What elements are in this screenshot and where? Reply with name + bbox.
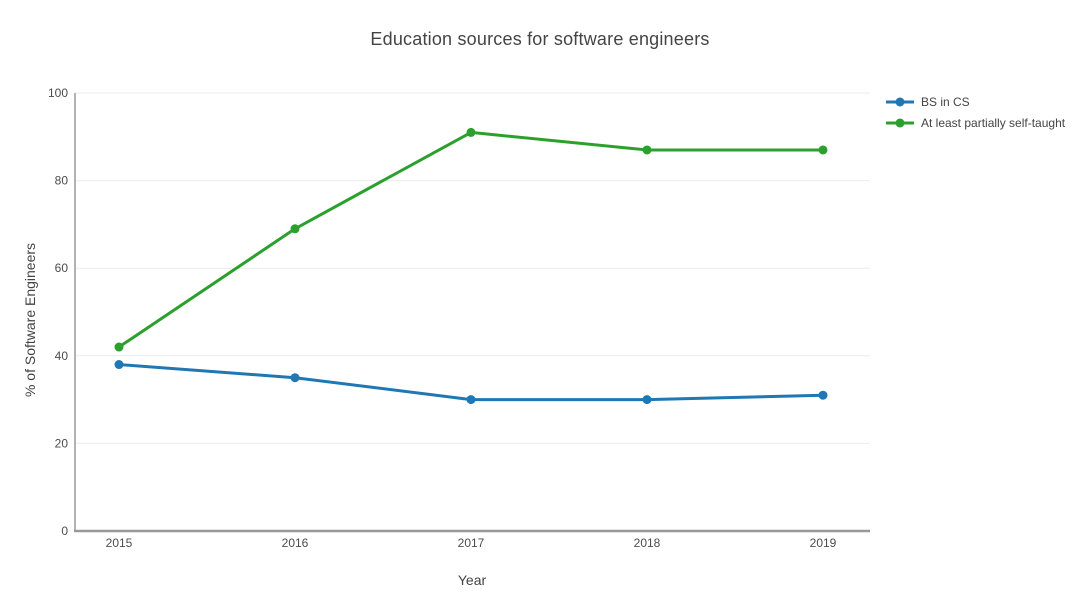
x-tick-label: 2017: [458, 536, 485, 550]
y-tick-label: 80: [55, 174, 69, 188]
legend-item[interactable]: BS in CS: [886, 91, 1065, 112]
x-tick-label: 2015: [106, 536, 133, 550]
data-point: [642, 395, 652, 405]
legend-item[interactable]: At least partially self-taught: [886, 112, 1065, 133]
data-point: [114, 342, 124, 352]
x-tick-label: 2016: [282, 536, 309, 550]
data-point: [818, 145, 828, 155]
data-point: [290, 373, 300, 383]
y-tick-label: 0: [61, 524, 68, 538]
data-point: [290, 224, 300, 234]
y-axis-label: % of Software Engineers: [22, 242, 38, 398]
data-point: [466, 127, 476, 137]
data-point: [818, 390, 828, 400]
chart-title: Education sources for software engineers: [370, 29, 710, 49]
y-tick-label: 20: [55, 436, 69, 450]
legend-item-label: At least partially self-taught: [921, 115, 1066, 130]
y-tick-label: 40: [55, 349, 69, 363]
data-point: [114, 360, 124, 370]
y-tick-label: 100: [48, 86, 68, 100]
series-line: [117, 130, 825, 349]
data-point: [466, 395, 476, 405]
y-tick-label: 60: [55, 261, 69, 275]
x-axis-label: Year: [457, 572, 487, 588]
data-point: [642, 145, 652, 155]
legend-item-label: BS in CS: [921, 94, 970, 109]
x-tick-label: 2019: [810, 536, 837, 550]
legend-line-marker-icon: [886, 97, 914, 106]
series-line: [117, 363, 825, 402]
legend-marker: [895, 97, 905, 106]
legend: BS in CS At least partially self-taught: [886, 91, 1065, 133]
legend-line-marker-icon: [886, 118, 914, 127]
legend-marker: [895, 118, 905, 127]
x-tick-label: 2018: [634, 536, 661, 550]
